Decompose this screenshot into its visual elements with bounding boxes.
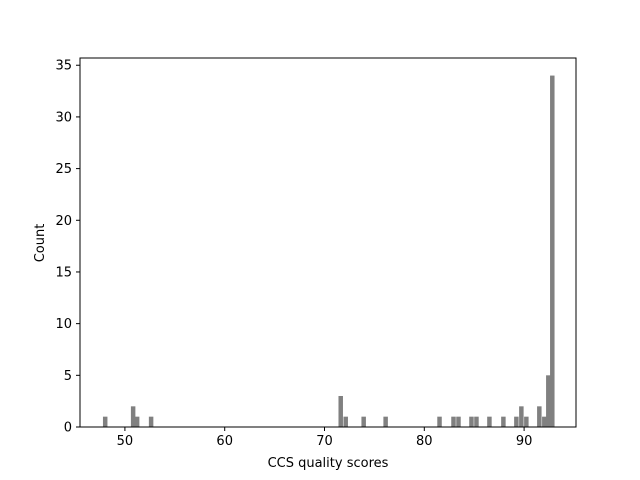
- histogram-bar: [148, 416, 154, 427]
- y-tick-label: 5: [64, 369, 72, 384]
- histogram-bar: [451, 416, 456, 427]
- histogram-bar: [546, 375, 551, 427]
- x-tick-label: 50: [117, 434, 134, 449]
- y-tick-label: 25: [55, 162, 72, 177]
- x-tick-label: 70: [316, 434, 333, 449]
- plot-frame: [79, 57, 577, 428]
- histogram-bar: [437, 416, 442, 427]
- bars-group: [102, 75, 555, 428]
- y-ticks-group: 0 5 10 15 20 25 30 35: [55, 59, 80, 436]
- y-tick-label: 20: [55, 214, 72, 229]
- x-tick-label: 80: [416, 434, 433, 449]
- histogram-bar: [456, 416, 461, 427]
- histogram-bar: [519, 406, 524, 427]
- y-tick-label: 30: [55, 110, 72, 125]
- histogram-bar: [469, 416, 474, 427]
- histogram-bar: [524, 416, 529, 427]
- histogram-bar: [514, 416, 519, 427]
- histogram-bar: [501, 416, 506, 427]
- histogram-bar: [383, 416, 388, 427]
- x-axis-label: CCS quality scores: [268, 456, 389, 471]
- histogram-bar: [474, 416, 479, 427]
- histogram-bar: [542, 416, 547, 427]
- histogram-bar: [102, 416, 108, 427]
- y-axis-label: Count: [33, 224, 48, 263]
- histogram-bar: [134, 416, 140, 427]
- histogram-bar: [361, 416, 366, 427]
- y-tick-label: 0: [64, 421, 72, 436]
- y-tick-label: 15: [55, 265, 72, 280]
- histogram-bar: [537, 406, 542, 427]
- x-tick-label: 90: [516, 434, 533, 449]
- histogram-bar: [338, 395, 343, 427]
- histogram-bar: [487, 416, 492, 427]
- histogram-bar: [343, 416, 348, 427]
- histogram-bar: [130, 406, 136, 427]
- histogram-bar: [550, 75, 555, 428]
- x-ticks-group: 50 60 70 80 90: [117, 427, 533, 449]
- y-tick-label: 10: [55, 317, 72, 332]
- x-tick-label: 60: [216, 434, 233, 449]
- y-tick-label: 35: [55, 59, 72, 74]
